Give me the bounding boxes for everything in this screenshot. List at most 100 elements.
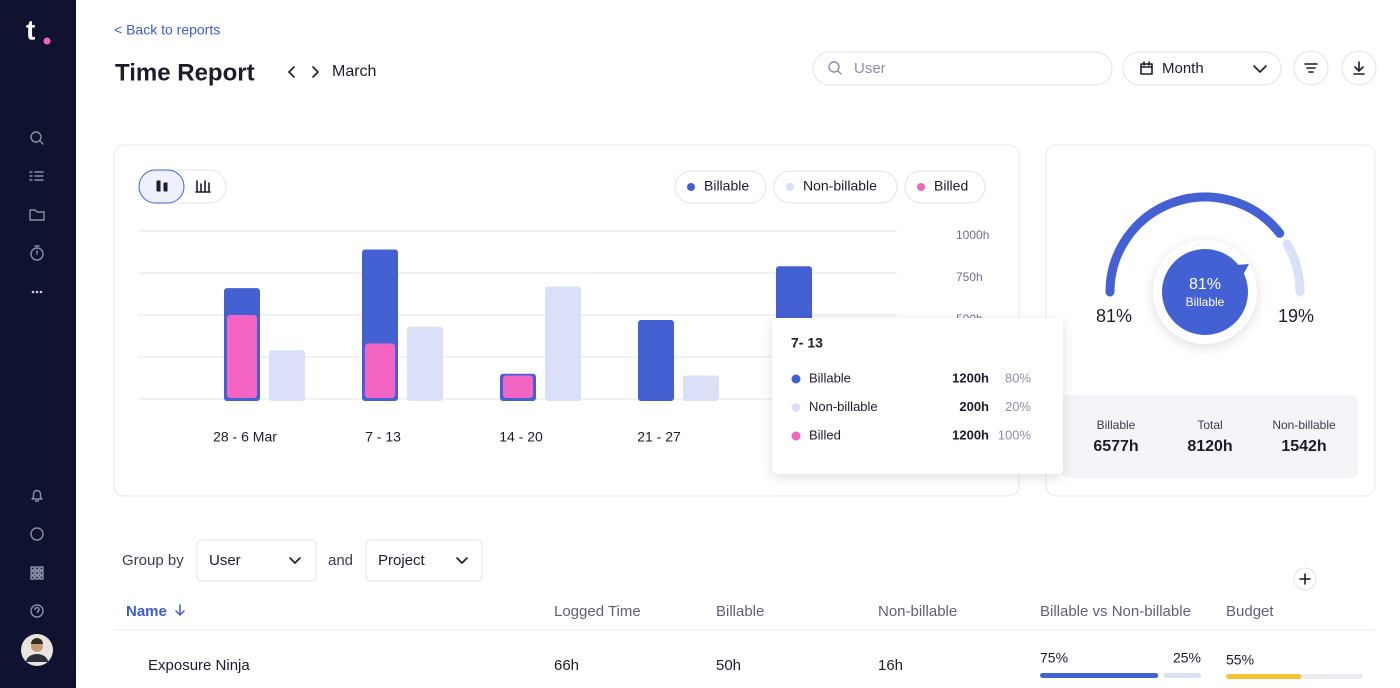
column-header[interactable]: Name [126,603,167,620]
column-header[interactable]: Budget [1226,603,1274,620]
search-icon [828,61,840,73]
x-tick-label: 7 - 13 [365,429,401,445]
legend-swatch [917,183,925,191]
cell-name: Exposure Ninja [148,657,250,674]
stacked-view-button[interactable] [195,180,211,193]
gauge [1105,192,1305,297]
tooltip-row-share: 20% [1005,399,1031,414]
column-header[interactable]: Logged Time [554,603,641,620]
group-first-value: User [209,552,241,569]
gauge-left-label: 81% [1096,306,1132,326]
y-tick-label: 750h [956,270,983,284]
summary-value: 1542h [1281,438,1326,455]
filter-button[interactable] [1293,50,1329,86]
nav-search[interactable] [30,131,44,145]
cell-logged: 66h [554,657,579,674]
gauge-right-label: 19% [1278,306,1314,326]
summary-label: Billable [1097,418,1136,432]
column-header[interactable]: Billable [716,603,764,620]
bar[interactable] [269,350,305,401]
logo-dot [43,37,51,45]
column-header[interactable]: Non-billable [878,603,957,620]
tooltip-row-hours: 200h [959,399,989,414]
tooltip-row-share: 80% [1005,370,1031,385]
tooltip-row-name: Billed [809,427,841,442]
legend-swatch [786,183,794,191]
grouped-view-button[interactable] [138,169,185,204]
prev-period[interactable] [288,66,295,78]
group-by-label: Group by [122,552,184,569]
legend-item[interactable] [773,170,898,204]
nav-timer[interactable] [30,245,44,261]
tooltip-swatch [791,403,801,412]
split-label: 25% [1173,650,1201,666]
bar[interactable] [545,286,581,401]
tooltip-row-name: Non-billable [809,399,878,414]
group-second-value: Project [378,552,426,569]
summary-panel [1062,395,1358,478]
bar[interactable] [683,375,719,401]
x-tick-label: 14 - 20 [499,429,543,445]
bar[interactable] [407,326,443,401]
avatar[interactable] [21,634,53,666]
search-placeholder: User [854,60,886,77]
group-second-select[interactable] [365,539,483,582]
nav-folder[interactable] [29,209,45,221]
bar[interactable] [503,375,533,398]
summary-value: 8120h [1187,438,1232,455]
legend-label: Billable [704,178,749,194]
gauge-arc [1105,192,1285,297]
legend-item[interactable] [674,170,767,204]
sidebar [0,0,76,688]
group-joiner: and [328,552,353,569]
bar[interactable] [638,320,674,401]
summary-value: 6577h [1093,438,1138,455]
tooltip-row-share: 100% [998,427,1032,442]
legend-swatch [687,183,695,191]
nav-tasks[interactable] [29,171,44,181]
nav-chat[interactable] [30,527,44,541]
calendar-icon [1140,61,1153,75]
next-period[interactable] [312,66,319,78]
tooltip-row-hours: 1200h [952,370,989,385]
period: March [332,63,376,80]
search-box[interactable] [812,51,1113,86]
legend-item[interactable] [904,170,986,204]
x-tick-label: 28 - 6 Mar [213,429,277,445]
tooltip-box [772,318,1063,474]
column-header[interactable]: Billable vs Non-billable [1040,603,1191,620]
budget-label: 55% [1226,652,1254,668]
tooltip-title: 7- 13 [791,335,823,351]
tooltip-rows: Billable 1200h 80% Non-billable 200h 20% Bille… [791,370,1032,442]
nav-apps[interactable] [30,566,44,580]
y-tick-label: 1000h [956,228,989,242]
nav-notifications[interactable] [31,489,43,502]
cell-non-billable: 16h [878,657,903,674]
group-first-select[interactable] [196,539,317,582]
bar[interactable] [227,315,257,398]
range-select[interactable] [1122,51,1282,86]
group-first-chevron [289,557,301,564]
page-title: Time Report [115,59,255,86]
summary-label: Total [1197,418,1222,432]
split-label: 75% [1040,650,1068,666]
gauge-pointer [1236,264,1249,275]
tooltip: 7- 13 Billable 1200h 80% Non-billable 200h 20… [772,318,1063,474]
nav-help[interactable] [30,604,44,618]
legend-label: Billed [934,178,968,194]
bar[interactable] [365,343,395,398]
split-bar [1040,673,1159,678]
back-link[interactable]: < Back to reports [114,22,220,38]
nav-more[interactable] [31,290,43,294]
summary: Billable 6577h Total 8120h Non-billable 1542h [1093,418,1336,455]
tooltip-swatch [791,374,801,384]
legend-label: Non-billable [803,178,877,194]
gauge-center-value: 81% [1189,276,1221,293]
group-second-chevron [456,557,468,564]
download-button[interactable] [1341,50,1377,86]
add-column-button[interactable] [1293,567,1317,591]
table: Name Logged Time Billable Non-billable Billa… [126,603,1363,679]
sort-arrow[interactable] [175,604,185,617]
